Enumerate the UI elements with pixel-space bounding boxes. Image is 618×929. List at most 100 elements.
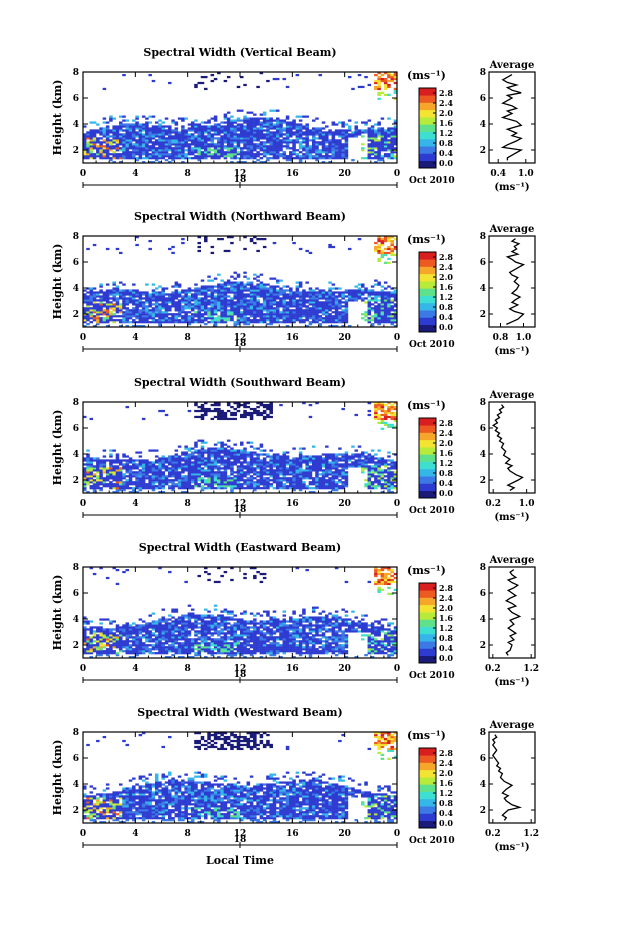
heatmap-cell <box>223 151 228 154</box>
heatmap-cell <box>246 145 251 148</box>
heatmap-cell <box>341 135 345 138</box>
heatmap-cell <box>158 285 162 288</box>
heatmap-cell <box>334 471 339 474</box>
heatmap-cell <box>328 313 332 316</box>
heatmap-cell <box>115 127 120 130</box>
heatmap-cell <box>220 301 224 304</box>
heatmap-cell <box>318 319 323 322</box>
heatmap-cell <box>158 409 162 413</box>
heatmap-cell <box>279 301 283 304</box>
heatmap-cell <box>122 119 126 122</box>
heatmap-cell <box>204 141 208 144</box>
heatmap-cell <box>128 145 133 148</box>
heatmap-cell <box>99 311 103 314</box>
heatmap-cell <box>145 487 149 490</box>
heatmap-cell <box>226 153 231 156</box>
heatmap-cell <box>177 479 182 482</box>
heatmap-cell <box>331 489 336 492</box>
heatmap-cell <box>289 473 293 476</box>
heatmap-cell <box>325 445 329 448</box>
heatmap-cell <box>243 471 247 474</box>
heatmap-cell <box>302 459 306 462</box>
heatmap-cell <box>236 153 241 156</box>
heatmap-cell <box>200 463 205 466</box>
heatmap-cell <box>295 467 300 470</box>
heatmap-cell <box>174 129 179 132</box>
heatmap-cell <box>253 131 257 134</box>
heatmap-cell <box>210 293 215 296</box>
heatmap-cell <box>102 483 107 486</box>
heatmap-cell <box>171 475 175 478</box>
heatmap-cell <box>89 469 94 472</box>
heatmap-cell <box>151 153 156 156</box>
heatmap-cell <box>328 325 332 328</box>
heatmap-cell <box>240 455 244 458</box>
heatmap-cell <box>266 319 270 322</box>
heatmap-cell <box>334 157 339 160</box>
heatmap-cell <box>177 309 182 312</box>
heatmap-cell <box>266 479 270 482</box>
heatmap-cell <box>338 469 342 472</box>
heatmap-cell <box>213 131 218 134</box>
heatmap-cell <box>217 441 221 444</box>
heatmap-cell <box>204 441 208 444</box>
heatmap-cell <box>259 321 264 324</box>
heatmap-cell <box>102 87 107 91</box>
heatmap-cell <box>246 287 251 290</box>
heatmap-cell <box>387 261 391 264</box>
heatmap-cell <box>266 137 270 140</box>
heatmap-cell <box>289 291 293 294</box>
heatmap-cell <box>256 301 260 304</box>
heatmap-cell <box>158 119 162 122</box>
heatmap-cell <box>109 153 113 156</box>
heatmap-cell <box>145 149 149 152</box>
heatmap-cell <box>393 247 398 251</box>
heatmap-cell <box>125 481 130 484</box>
heatmap-cell <box>236 119 241 122</box>
heatmap-cell <box>158 147 162 150</box>
heatmap-cell <box>279 133 283 136</box>
heatmap-cell <box>102 471 107 474</box>
heatmap-cell <box>158 143 162 146</box>
heatmap-cell <box>289 121 293 124</box>
heatmap-cell <box>374 279 378 282</box>
heatmap-cell <box>338 153 342 156</box>
heatmap-cell <box>328 307 332 310</box>
heatmap-cell <box>105 289 110 292</box>
heatmap-cell <box>92 473 97 476</box>
heatmap-cell <box>164 461 169 464</box>
heatmap-cell <box>210 279 215 282</box>
heatmap-cell <box>344 153 349 156</box>
heatmap-cell <box>240 283 244 286</box>
heatmap-cell <box>197 131 201 134</box>
heatmap-cell <box>266 315 270 318</box>
heatmap-cell <box>344 307 349 310</box>
heatmap-cell <box>325 317 329 320</box>
heatmap-cell <box>125 459 130 462</box>
heatmap-cell <box>128 293 133 296</box>
heatmap-cell <box>390 299 394 302</box>
heatmap-cell <box>102 127 107 130</box>
heatmap-cell <box>102 481 107 484</box>
heatmap-cell <box>266 135 270 138</box>
heatmap-cell <box>233 477 237 480</box>
heatmap-cell <box>200 301 205 304</box>
heatmap-cell <box>236 123 241 126</box>
heatmap-cell <box>217 147 221 150</box>
heatmap-cell <box>158 469 162 472</box>
heatmap-cell <box>86 147 90 150</box>
heatmap-cell <box>275 117 280 120</box>
heatmap-cell <box>109 481 113 484</box>
heatmap-cell <box>370 289 375 292</box>
heatmap-cell <box>334 149 339 152</box>
heatmap-cell <box>230 275 234 278</box>
heatmap-cell <box>83 145 87 148</box>
heatmap-cell <box>256 485 260 488</box>
heatmap-cell <box>279 287 283 290</box>
heatmap-cell <box>253 303 257 306</box>
heatmap-cell <box>256 487 260 490</box>
heatmap-cell <box>236 449 241 452</box>
heatmap-cell <box>102 469 107 472</box>
heatmap-cell <box>272 151 277 154</box>
heatmap-cell <box>174 303 179 306</box>
